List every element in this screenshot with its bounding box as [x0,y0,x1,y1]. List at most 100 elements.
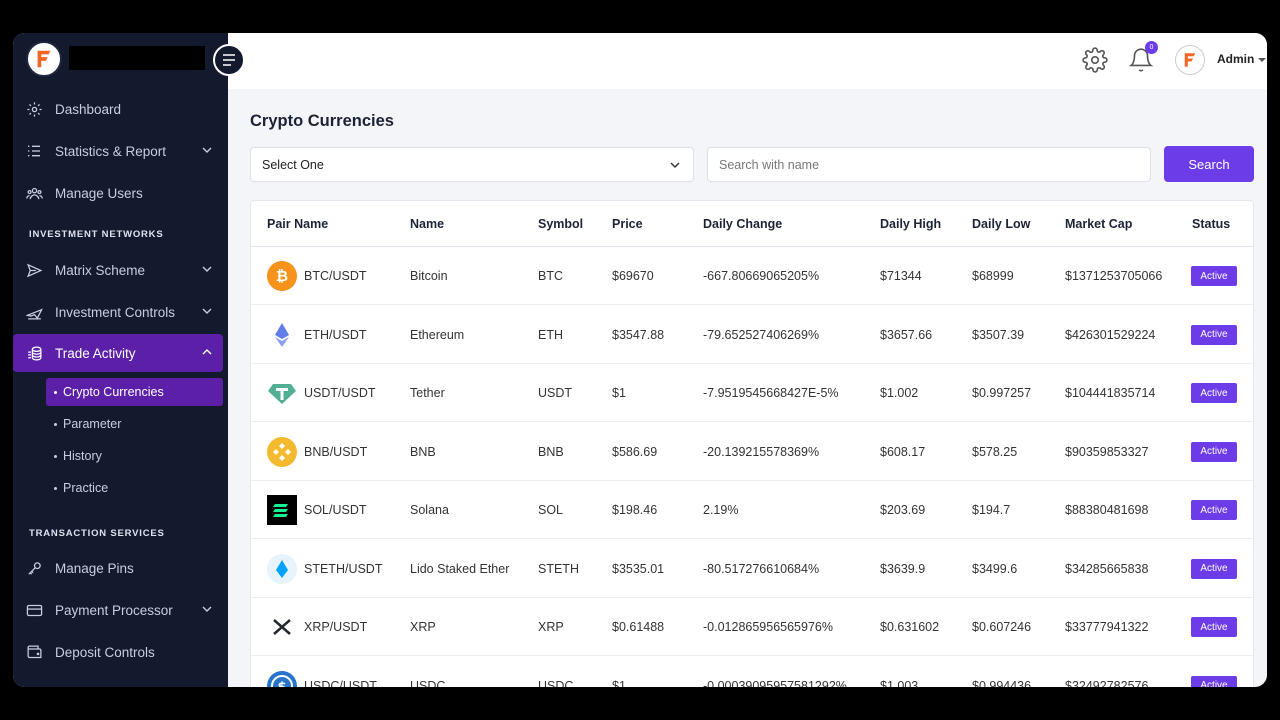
cell-low: $0.994436 [972,678,1032,688]
sidebar-item-investment-controls[interactable]: Investment Controls [13,293,223,331]
status-badge[interactable]: Active [1191,617,1237,637]
sidebar-item-label: Manage Pins [55,560,134,576]
column-header: Pair Name [267,217,329,231]
cell-change: -0.00039095957581292% [703,678,847,688]
cell-cap: $34285665838 [1065,561,1149,576]
usdt-coin-icon [267,378,297,408]
cell-pair: SOL/USDT [304,503,367,517]
sidebar-item-payment-processor[interactable]: Payment Processor [13,591,223,629]
app-frame: Dashboard Statistics & Report Manage Use… [13,33,1267,687]
notification-bell-icon[interactable] [1128,47,1154,73]
hamburger-icon [223,54,235,66]
xrp-coin-icon [267,612,297,642]
chevron-down-icon [202,606,212,612]
sidebar-item-label: Deposit Controls [55,644,155,660]
user-name: Admin [1217,52,1255,66]
cell-pair: USDT/USDT [304,386,376,400]
sidebar-item-label: Statistics & Report [55,143,167,159]
cell-cap: $90359853327 [1065,444,1149,459]
caret-down-icon [1257,58,1266,62]
status-badge[interactable]: Active [1191,558,1237,579]
chevron-down-icon [202,308,212,314]
cell-pair: USDC/USDT [304,678,377,688]
cell-symbol: ETH [538,327,563,342]
card-icon [25,601,43,619]
chevron-down-icon [670,162,680,169]
settings-gear-icon[interactable] [1082,47,1108,73]
cell-name: Ethereum [410,327,465,342]
sidebar-item-manage-pins[interactable]: Manage Pins [13,549,223,587]
sidebar-item-dashboard[interactable]: Dashboard [13,90,223,128]
sidebar-item-manage-users[interactable]: Manage Users [13,174,223,212]
cell-name: Solana [410,503,449,517]
avatar[interactable] [1175,45,1205,75]
status-badge[interactable]: Active [1191,675,1237,687]
list-icon [25,142,43,160]
cell-symbol: USDC [538,678,574,688]
cell-price: $3535.01 [612,561,665,576]
users-icon [25,184,43,202]
sidebar-sub-history[interactable]: History [46,442,223,470]
cell-low: $0.997257 [972,386,1032,400]
table-row: SOL/USDT Solana SOL $198.46 2.19% $203.69 $194… [251,481,1253,539]
sidebar-item-label: Dashboard [55,101,122,117]
send-icon [25,261,43,279]
sidebar-sub-crypto-currencies[interactable]: Crypto Currencies [46,378,223,406]
filter-select[interactable]: Select One [250,147,694,182]
key-icon [25,559,43,577]
cell-change: -667.80669065205% [703,269,820,283]
table-row: XRP/USDT XRP XRP $0.61488 -0.012865956565976… [251,598,1253,656]
cell-symbol: SOL [538,503,564,517]
sidebar-item-statistics[interactable]: Statistics & Report [13,132,223,170]
btc-coin-icon: ₿ [267,261,297,291]
chevron-up-icon [202,349,212,355]
sidebar-item-label: Matrix Scheme [55,262,146,278]
sidebar-item-label: Investment Controls [55,304,176,320]
cell-high: $608.17 [880,444,926,459]
sidebar-item-label: Trade Activity [55,345,136,361]
column-header: Symbol [538,217,584,231]
sidebar-item-deposit-controls[interactable]: Deposit Controls [13,633,223,671]
cell-symbol: XRP [538,620,564,634]
sidebar-sub-label: Practice [63,481,109,495]
sidebar-sub-label: Crypto Currencies [63,385,164,399]
status-badge[interactable]: Active [1191,383,1237,403]
column-header: Market Cap [1065,217,1133,231]
search-input[interactable] [707,147,1151,182]
column-header: Daily High [880,217,942,231]
chevron-down-icon [202,266,212,272]
sidebar: Dashboard Statistics & Report Manage Use… [13,33,228,687]
column-header: Name [410,217,445,231]
cell-cap: $426301529224 [1065,327,1156,342]
cell-change: -79.652527406269% [703,327,820,342]
cell-price: $1 [612,386,626,400]
status-badge[interactable]: Active [1191,324,1237,345]
status-badge[interactable]: Active [1191,500,1237,520]
cell-name: USDC [410,678,446,688]
sidebar-sub-label: Parameter [63,417,122,431]
status-badge[interactable]: Active [1191,441,1237,462]
status-badge[interactable]: Active [1191,266,1237,286]
eth-coin-icon [267,320,297,350]
table-row: $ USDC/USDT USDC USDC $1 -0.00039095957581292… [251,657,1253,688]
column-header: Price [612,217,643,231]
gear-icon [25,100,43,118]
sidebar-sub-parameter[interactable]: Parameter [46,410,223,438]
sidebar-item-trade-activity[interactable]: Trade Activity [13,334,223,372]
svg-text:$: $ [277,680,286,688]
table-row: ETH/USDT Ethereum ETH $3547.88 -79.652527406… [251,306,1253,364]
section-label: INVESTMENT NETWORKS [29,229,164,240]
brand-logo[interactable] [26,41,62,77]
cell-symbol: STETH [538,561,579,576]
user-menu[interactable]: Admin [1217,52,1266,66]
section-label: TRANSACTION SERVICES [29,528,165,539]
cell-symbol: USDT [538,386,573,400]
sidebar-sub-practice[interactable]: Practice [46,474,223,502]
menu-toggle-button[interactable] [213,44,245,76]
cell-cap: $88380481698 [1065,503,1149,517]
cell-high: $3639.9 [880,561,926,576]
sidebar-item-matrix-scheme[interactable]: Matrix Scheme [13,251,223,289]
search-button[interactable]: Search [1164,146,1254,182]
bnb-coin-icon [267,436,297,467]
notification-count-badge: 0 [1145,41,1158,54]
